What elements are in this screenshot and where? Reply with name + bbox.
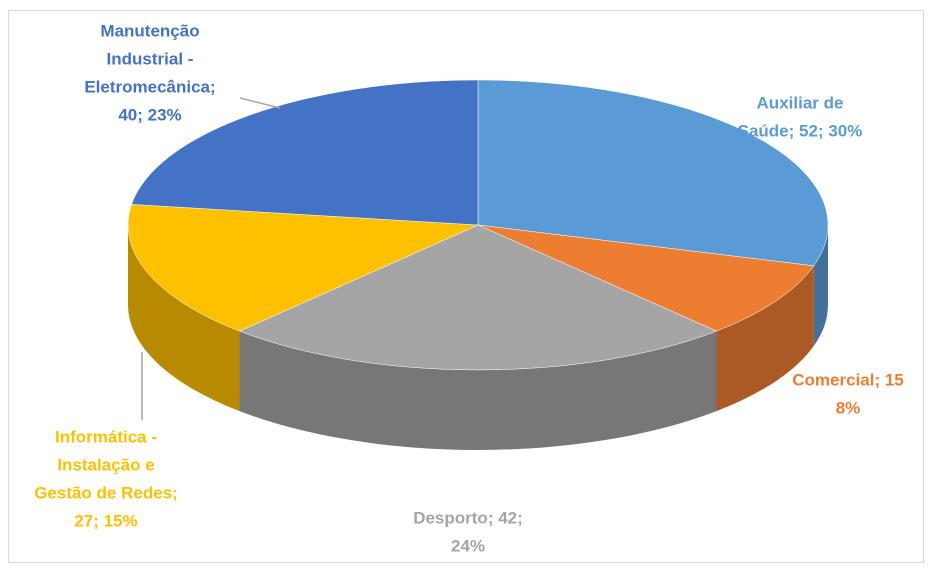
data-label: Comercial; 15 — [792, 370, 904, 389]
data-label: Eletromecânica; — [84, 77, 215, 96]
data-label: 24% — [451, 536, 485, 555]
data-label: Desporto; 42; — [413, 508, 523, 527]
data-label: Instalação e — [57, 455, 154, 474]
data-label: Auxiliar de — [757, 93, 844, 112]
slice — [238, 224, 718, 371]
slice-side — [239, 331, 717, 450]
slice — [477, 79, 829, 267]
slice-side — [813, 225, 828, 346]
data-label: Industrial - — [107, 49, 194, 68]
slice-side — [128, 225, 240, 412]
slice — [477, 224, 815, 332]
data-label: Saúde; 52; 30% — [738, 121, 863, 140]
data-label: Manutenção — [100, 21, 199, 40]
data-label: Informática - — [55, 427, 157, 446]
data-label: 27; 15% — [74, 511, 137, 530]
slice — [131, 79, 479, 226]
data-label: 40; 23% — [118, 105, 181, 124]
slice-side — [716, 265, 814, 412]
leader-line — [239, 97, 281, 109]
data-label: 8% — [836, 398, 861, 417]
slice — [127, 204, 479, 332]
pie — [127, 79, 829, 450]
data-label: Gestão de Redes; — [34, 483, 178, 502]
